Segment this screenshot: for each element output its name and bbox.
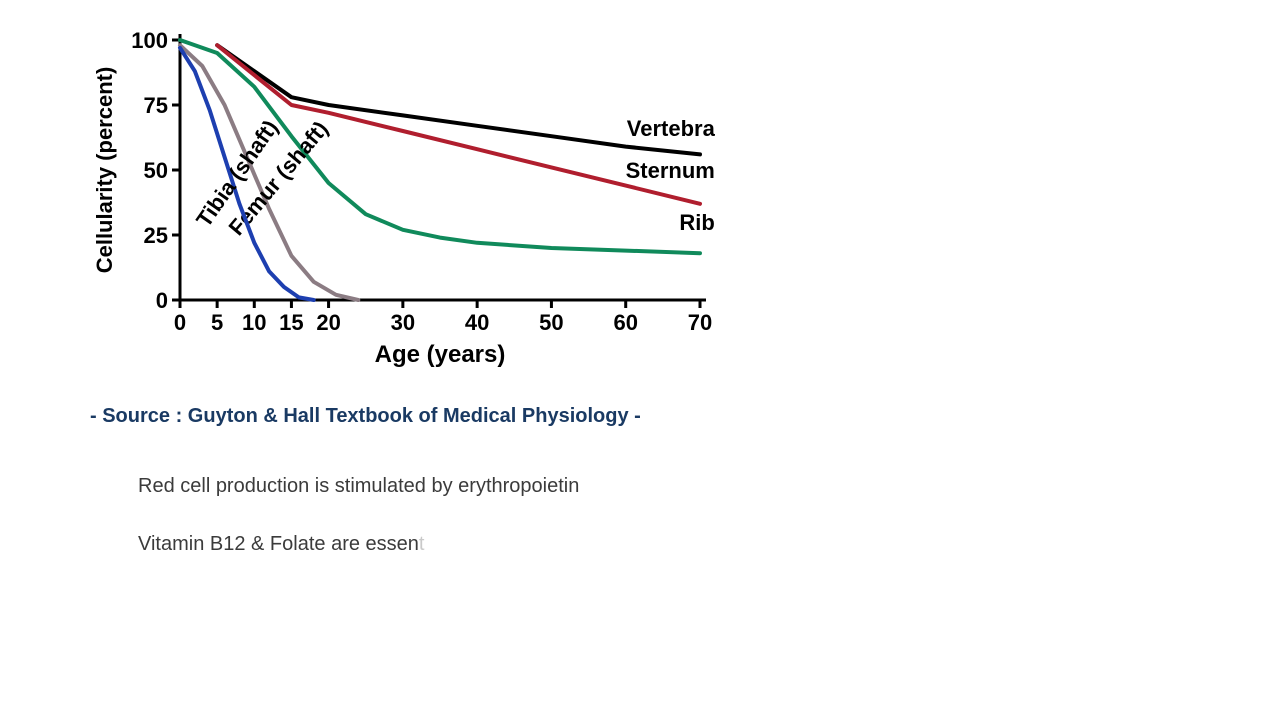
svg-text:5: 5: [211, 310, 223, 335]
cellularity-chart: 0255075100051015203040506070Age (years)C…: [80, 20, 720, 380]
svg-text:Age (years): Age (years): [375, 341, 506, 368]
svg-text:60: 60: [613, 310, 637, 335]
svg-text:50: 50: [539, 310, 563, 335]
svg-text:40: 40: [465, 310, 489, 335]
svg-text:Sternum: Sternum: [626, 158, 715, 183]
note-line-2-visible: Vitamin B12 & Folate are essen: [138, 533, 419, 555]
svg-text:10: 10: [242, 310, 266, 335]
note-line-2-fading: t: [419, 533, 425, 555]
svg-text:100: 100: [131, 28, 168, 53]
svg-text:25: 25: [144, 223, 168, 248]
svg-text:0: 0: [174, 310, 186, 335]
source-prefix: - Source :: [90, 405, 188, 427]
svg-text:0: 0: [156, 288, 168, 313]
source-citation: - Source : Guyton & Hall Textbook of Med…: [90, 405, 641, 428]
chart-svg: 0255075100051015203040506070Age (years)C…: [80, 20, 720, 380]
svg-text:75: 75: [144, 93, 168, 118]
svg-text:70: 70: [688, 310, 712, 335]
svg-text:Rib: Rib: [679, 210, 714, 235]
svg-text:Vertebra: Vertebra: [627, 116, 716, 141]
svg-text:20: 20: [316, 310, 340, 335]
note-line-1: Red cell production is stimulated by ery…: [138, 475, 579, 498]
svg-text:15: 15: [279, 310, 303, 335]
svg-text:Cellularity (percent): Cellularity (percent): [92, 67, 117, 274]
note-line-2: Vitamin B12 & Folate are essent: [138, 533, 424, 556]
source-suffix: -: [629, 405, 641, 427]
svg-text:50: 50: [144, 158, 168, 183]
source-text: Guyton & Hall Textbook of Medical Physio…: [188, 405, 629, 427]
svg-text:30: 30: [391, 310, 415, 335]
